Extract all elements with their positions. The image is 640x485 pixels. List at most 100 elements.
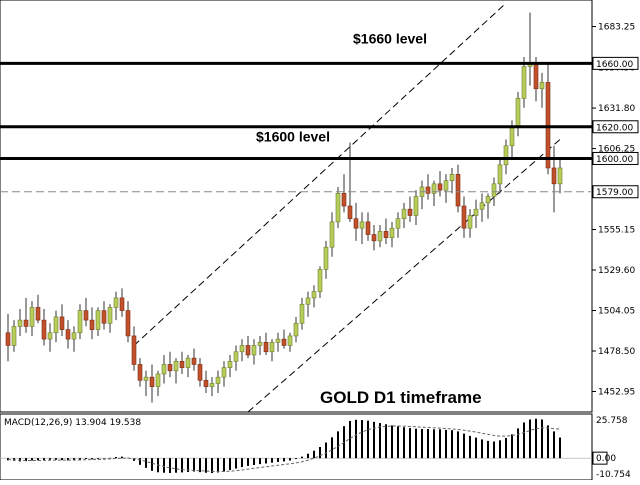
candle <box>251 339 257 365</box>
candle-body <box>479 202 485 210</box>
candle <box>239 339 245 362</box>
candle-body <box>341 193 347 207</box>
candle <box>335 186 341 229</box>
candle <box>203 370 209 393</box>
macd-zero-box <box>592 451 608 465</box>
candle <box>137 358 143 387</box>
candle-body <box>383 231 389 238</box>
candle-body <box>209 383 215 387</box>
candle-body <box>167 364 173 372</box>
candle-body <box>245 345 251 356</box>
candle <box>185 354 191 378</box>
candle <box>461 196 467 238</box>
candle-body <box>53 316 59 334</box>
candle-body <box>425 186 431 194</box>
candle <box>215 370 221 393</box>
candle <box>347 142 353 222</box>
candle-body <box>515 97 521 128</box>
candle <box>107 304 113 333</box>
candle-body <box>227 360 233 368</box>
candle-body <box>95 310 101 330</box>
candle-body <box>317 269 323 292</box>
candle <box>329 212 335 257</box>
price-tick-label: 1478.50 <box>598 347 635 357</box>
candle <box>305 291 311 317</box>
candle <box>353 202 359 241</box>
candle <box>323 240 329 279</box>
channel-line-upper <box>133 2 507 346</box>
candle <box>407 196 413 222</box>
candle-body <box>107 307 113 324</box>
candle-body <box>311 291 317 299</box>
candle-body <box>401 208 407 219</box>
candle-body <box>557 167 563 185</box>
level-tag: 1579.00 <box>596 188 633 198</box>
candle-body <box>545 82 551 169</box>
candle <box>179 351 185 374</box>
price-tick-label: 1683.25 <box>598 23 635 33</box>
candle-body <box>299 303 305 324</box>
price-levels: 1660.00 $1660 level 1620.00 1600.00 $1600 le… <box>0 30 639 199</box>
price-pane <box>0 0 593 413</box>
candle-body <box>5 332 11 346</box>
candle <box>245 335 251 359</box>
candle <box>197 358 203 387</box>
candle <box>443 174 449 203</box>
candle <box>113 291 119 321</box>
level-tag-box <box>592 185 639 199</box>
candle-body <box>17 319 23 327</box>
candle <box>29 301 35 336</box>
candle <box>545 63 551 175</box>
candle <box>11 320 17 352</box>
macd-tick-label: -10.754 <box>596 470 631 480</box>
candle-body <box>359 221 365 229</box>
candle <box>59 304 65 336</box>
price-tick-label: 1504.05 <box>598 307 635 317</box>
trend-channel <box>133 2 561 413</box>
macd-signal-line <box>7 425 561 473</box>
candle <box>119 288 125 317</box>
candles <box>5 12 563 403</box>
price-axis: 1683.251657.501631.801606.251580.701555.… <box>592 23 635 397</box>
candle-body <box>203 380 209 387</box>
candle-body <box>485 196 491 204</box>
candle <box>401 202 407 229</box>
candle <box>269 339 275 362</box>
candle-body <box>539 82 545 90</box>
candle <box>539 72 545 108</box>
candle <box>221 361 227 387</box>
candle <box>5 313 11 362</box>
candle <box>299 297 305 330</box>
candle <box>41 309 47 346</box>
candle <box>143 370 149 397</box>
candle <box>275 332 281 352</box>
candle <box>311 285 317 308</box>
candle <box>77 304 83 340</box>
candle <box>65 320 71 349</box>
macd-tick-label: 0.00 <box>596 454 616 464</box>
candle-body <box>233 351 239 362</box>
candle-body <box>473 208 479 216</box>
candle <box>53 310 59 343</box>
candle <box>365 212 371 241</box>
candle-body <box>275 338 281 343</box>
candle <box>551 145 557 213</box>
candle-body <box>521 66 527 99</box>
price-tick-label: 1452.95 <box>598 387 635 397</box>
candle <box>149 364 155 403</box>
candle-body <box>293 322 299 337</box>
candle <box>383 218 389 245</box>
candle-body <box>251 345 257 356</box>
candle-body <box>137 364 143 381</box>
candle-body <box>101 310 107 324</box>
candle-body <box>161 364 167 375</box>
candle-body <box>35 307 41 321</box>
candle <box>431 180 437 206</box>
candle <box>161 354 167 384</box>
candle <box>83 297 89 327</box>
candle-body <box>497 164 503 185</box>
candle-body <box>89 319 95 330</box>
candle <box>377 225 383 248</box>
